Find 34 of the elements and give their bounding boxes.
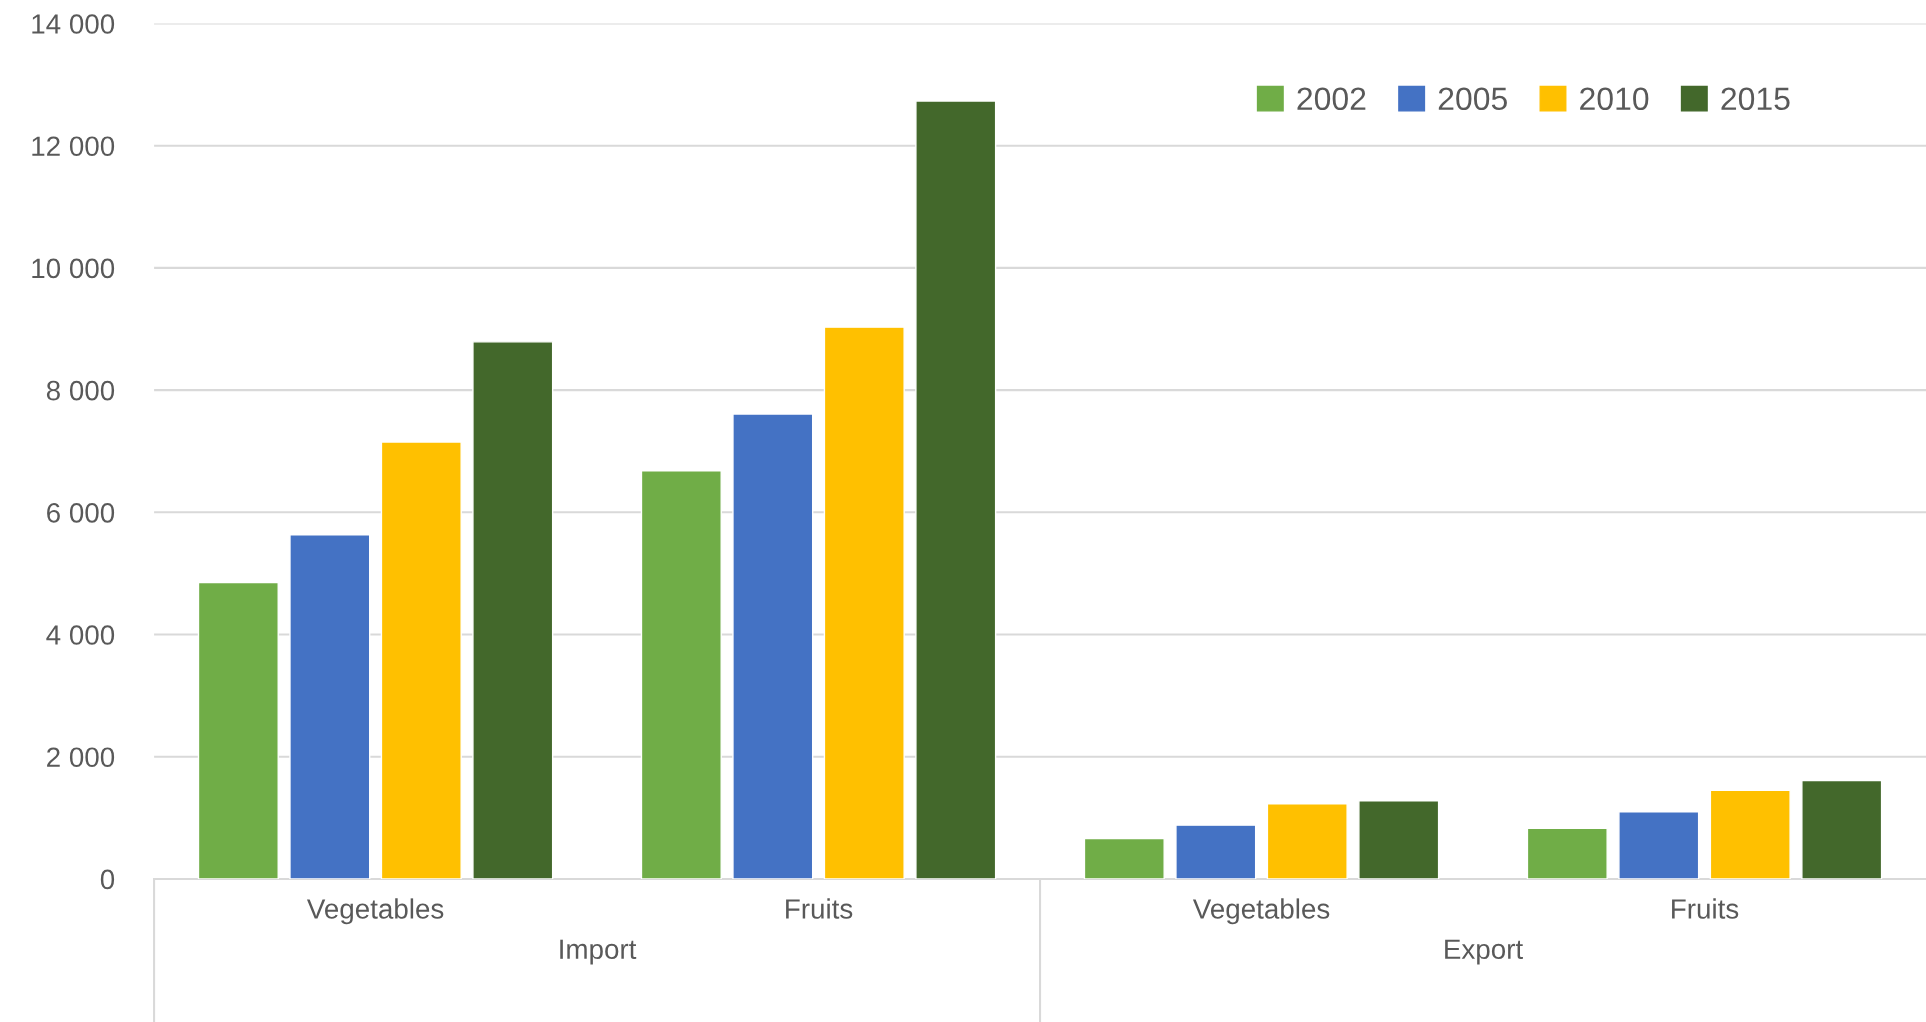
y-tick-label: 6 000 — [47, 502, 115, 523]
y-tick-label: 12 000 — [32, 136, 115, 157]
bar — [1618, 811, 1700, 879]
bar — [732, 413, 814, 879]
x-tick-label: Vegetables — [1192, 898, 1330, 925]
y-tick-label: 8 000 — [46, 380, 115, 401]
y-tick-label: 2 000 — [47, 747, 115, 768]
bar — [1709, 789, 1791, 879]
legend-label: 2005 — [1438, 87, 1507, 111]
bar — [197, 581, 279, 879]
bar — [380, 441, 462, 879]
bar — [1801, 779, 1883, 879]
x-tick-label: Fruits — [1672, 898, 1739, 919]
y-tick-label: 4 000 — [46, 625, 115, 645]
y-tick-label: 14 000 — [32, 14, 115, 34]
bar — [915, 100, 997, 879]
bar — [823, 326, 905, 879]
x-tick-label: Fruits — [786, 898, 853, 919]
legend-label: 2015 — [1721, 87, 1790, 111]
legend-label: 2002 — [1297, 87, 1366, 111]
bar — [1083, 837, 1165, 879]
bar — [1175, 824, 1257, 879]
bar — [1526, 827, 1608, 879]
bar — [1266, 803, 1348, 879]
bar — [472, 341, 554, 879]
text: Export — [1445, 939, 1523, 965]
legend-label: 2010 — [1580, 87, 1649, 111]
x-tick-label: Vegetables — [306, 898, 444, 925]
bar — [289, 534, 371, 879]
text: Import — [560, 939, 637, 965]
bar — [1358, 800, 1440, 879]
bar — [640, 470, 722, 879]
y-tick-label: 10 000 — [32, 258, 115, 279]
y-tick-label: 0 — [100, 869, 115, 890]
